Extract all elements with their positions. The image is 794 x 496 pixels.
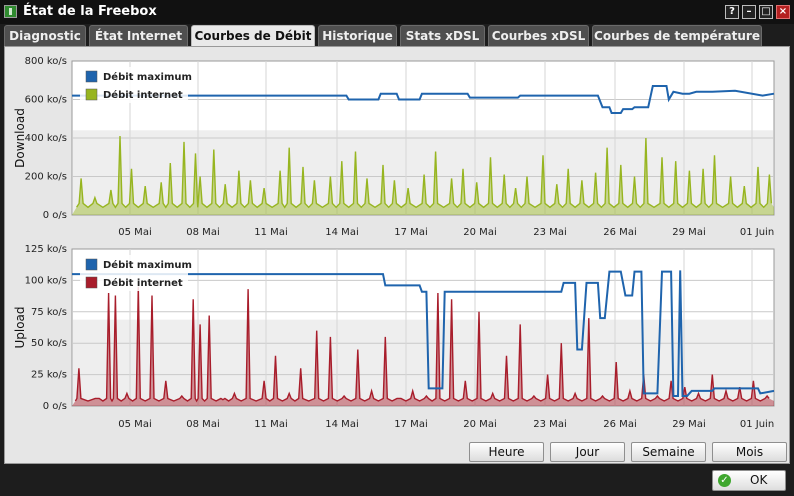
- download-x-tick: 20 Mai: [463, 227, 496, 238]
- upload-x-tick: 01 Juin: [740, 419, 774, 430]
- upload-y-tick: 50 ko/s: [31, 338, 67, 349]
- upload-y-tick: 125 ko/s: [25, 244, 67, 255]
- upload-x-tick: 11 Mai: [254, 419, 287, 430]
- upload-x-tick: 17 Mai: [394, 419, 427, 430]
- help-icon[interactable]: ?: [725, 5, 739, 19]
- tab-diagnostic[interactable]: Diagnostic: [4, 25, 86, 46]
- download-y-tick: 800 ko/s: [25, 56, 67, 67]
- check-icon: ✓: [718, 474, 731, 487]
- title-bar: État de la Freebox ? – □ ×: [0, 0, 794, 24]
- upload-plot-shade: [73, 319, 773, 405]
- semaine-button[interactable]: Semaine: [631, 442, 706, 462]
- upload-x-tick: 20 Mai: [463, 419, 496, 430]
- download-legend-box: [80, 67, 188, 103]
- download-x-tick: 23 Mai: [533, 227, 566, 238]
- download-x-tick: 29 Mai: [672, 227, 705, 238]
- upload-x-tick: 23 Mai: [533, 419, 566, 430]
- download-y-tick: 200 ko/s: [25, 172, 67, 183]
- upload-legend-box: [80, 255, 188, 291]
- download-x-tick: 17 Mai: [394, 227, 427, 238]
- download-y-tick: 400 ko/s: [25, 133, 67, 144]
- download-y-tick: 0 o/s: [43, 210, 67, 221]
- upload-x-tick: 08 Mai: [186, 419, 219, 430]
- tab-courbes-xdsl[interactable]: Courbes xDSL: [488, 25, 589, 46]
- upload-x-tick: 26 Mai: [603, 419, 636, 430]
- jour-button[interactable]: Jour: [550, 442, 625, 462]
- upload-legend-swatch: [85, 258, 98, 271]
- download-y-label: Download: [13, 108, 27, 168]
- download-legend-label: Débit maximum: [103, 71, 192, 83]
- close-icon[interactable]: ×: [776, 5, 790, 19]
- tab-stats-xdsl[interactable]: Stats xDSL: [400, 25, 485, 46]
- download-chart: 0 o/s 200 ko/s 400 ko/s 600 ko/s 800 ko/s 05 …: [13, 56, 775, 238]
- window-title: État de la Freebox: [23, 4, 157, 19]
- tab-historique[interactable]: Historique: [318, 25, 397, 46]
- upload-x-tick: 05 Mai: [118, 419, 151, 430]
- upload-y-label: Upload: [13, 306, 27, 348]
- download-x-tick: 14 Mai: [325, 227, 358, 238]
- upload-legend-label: Débit internet: [103, 277, 183, 289]
- upload-x-tick: 29 Mai: [672, 419, 705, 430]
- ok-button[interactable]: ✓ OK: [712, 470, 786, 491]
- minimize-icon[interactable]: –: [742, 5, 756, 19]
- download-legend-swatch: [85, 70, 98, 83]
- download-legend: Débit maximum Débit internet: [80, 67, 192, 103]
- ok-label: OK: [750, 473, 768, 487]
- tab-etat-internet[interactable]: État Internet: [89, 25, 188, 46]
- download-x-tick: 05 Mai: [118, 227, 151, 238]
- upload-max-line: [72, 270, 775, 397]
- download-legend-swatch: [85, 88, 98, 101]
- download-x-tick: 01 Juin: [740, 227, 774, 238]
- upload-x-tick: 14 Mai: [325, 419, 358, 430]
- upload-legend-swatch: [85, 276, 98, 289]
- heure-button[interactable]: Heure: [469, 442, 544, 462]
- tab-courbes-temperature[interactable]: Courbes de température: [592, 25, 762, 46]
- tab-bar: Diagnostic État Internet Courbes de Débi…: [0, 24, 794, 46]
- tab-courbes-de-debit[interactable]: Courbes de Débit: [191, 25, 315, 46]
- download-x-tick: 11 Mai: [254, 227, 287, 238]
- maximize-icon[interactable]: □: [759, 5, 773, 19]
- download-x-tick: 08 Mai: [186, 227, 219, 238]
- download-max-line: [72, 85, 775, 114]
- download-internet-line: [76, 136, 773, 209]
- upload-chart: 0 o/s 25 ko/s 50 ko/s 75 ko/s 100 ko/s 125 ko…: [13, 244, 775, 430]
- upload-legend-label: Débit maximum: [103, 259, 192, 271]
- upload-y-tick: 75 ko/s: [31, 307, 67, 318]
- upload-internet-line: [74, 286, 770, 403]
- upload-y-tick: 0 o/s: [43, 401, 67, 412]
- mois-button[interactable]: Mois: [712, 442, 787, 462]
- upload-internet-area: [72, 286, 774, 406]
- download-y-tick: 600 ko/s: [25, 95, 67, 106]
- upload-y-tick: 100 ko/s: [25, 275, 67, 286]
- upload-y-tick: 25 ko/s: [31, 370, 67, 381]
- upload-legend: Débit maximum Débit internet: [80, 255, 192, 291]
- download-legend-label: Débit internet: [103, 89, 183, 101]
- freebox-app-icon: [4, 5, 17, 18]
- download-x-tick: 26 Mai: [603, 227, 636, 238]
